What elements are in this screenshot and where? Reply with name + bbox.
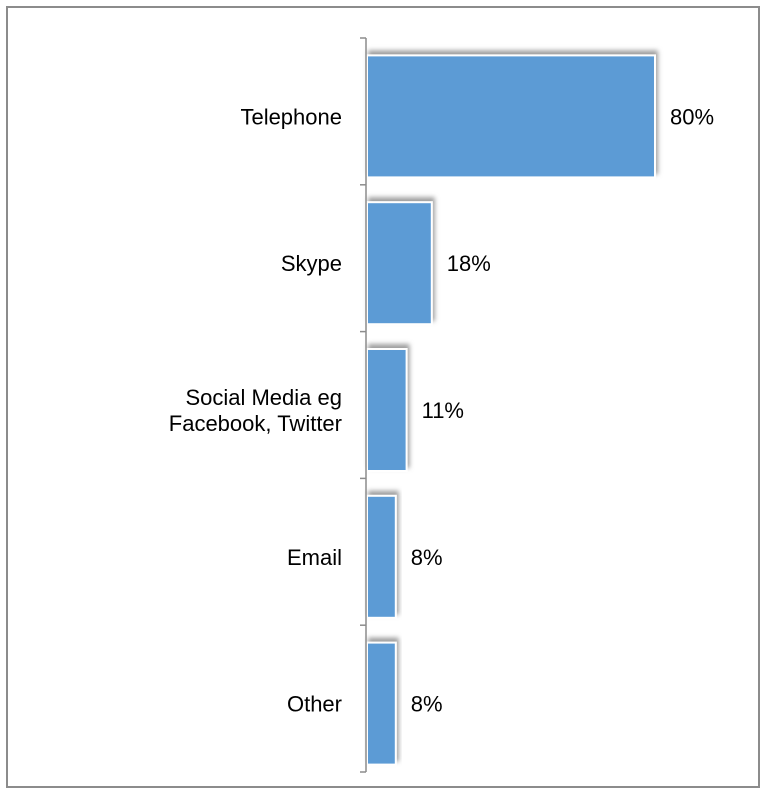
bar <box>366 641 397 766</box>
labels-layer: Telephone 80% Skype 18% Social Media egFaceb… <box>169 104 714 716</box>
bar <box>366 348 408 472</box>
category-label: Facebook, Twitter <box>169 411 342 436</box>
bar <box>366 201 433 326</box>
data-label: 11% <box>422 398 464 423</box>
category-label: Email <box>287 545 342 570</box>
data-label: 8% <box>411 692 443 717</box>
data-label: 80% <box>670 104 714 129</box>
category-label: Other <box>287 692 342 717</box>
category-axis <box>360 37 367 773</box>
category-label: Skype <box>281 251 342 276</box>
bars-layer <box>366 54 656 766</box>
category-label: Telephone <box>240 104 342 129</box>
bar <box>366 494 397 619</box>
category-label: Social Media eg <box>185 385 342 410</box>
data-label: 8% <box>411 545 443 570</box>
data-label: 18% <box>447 251 491 276</box>
bar <box>366 54 656 179</box>
